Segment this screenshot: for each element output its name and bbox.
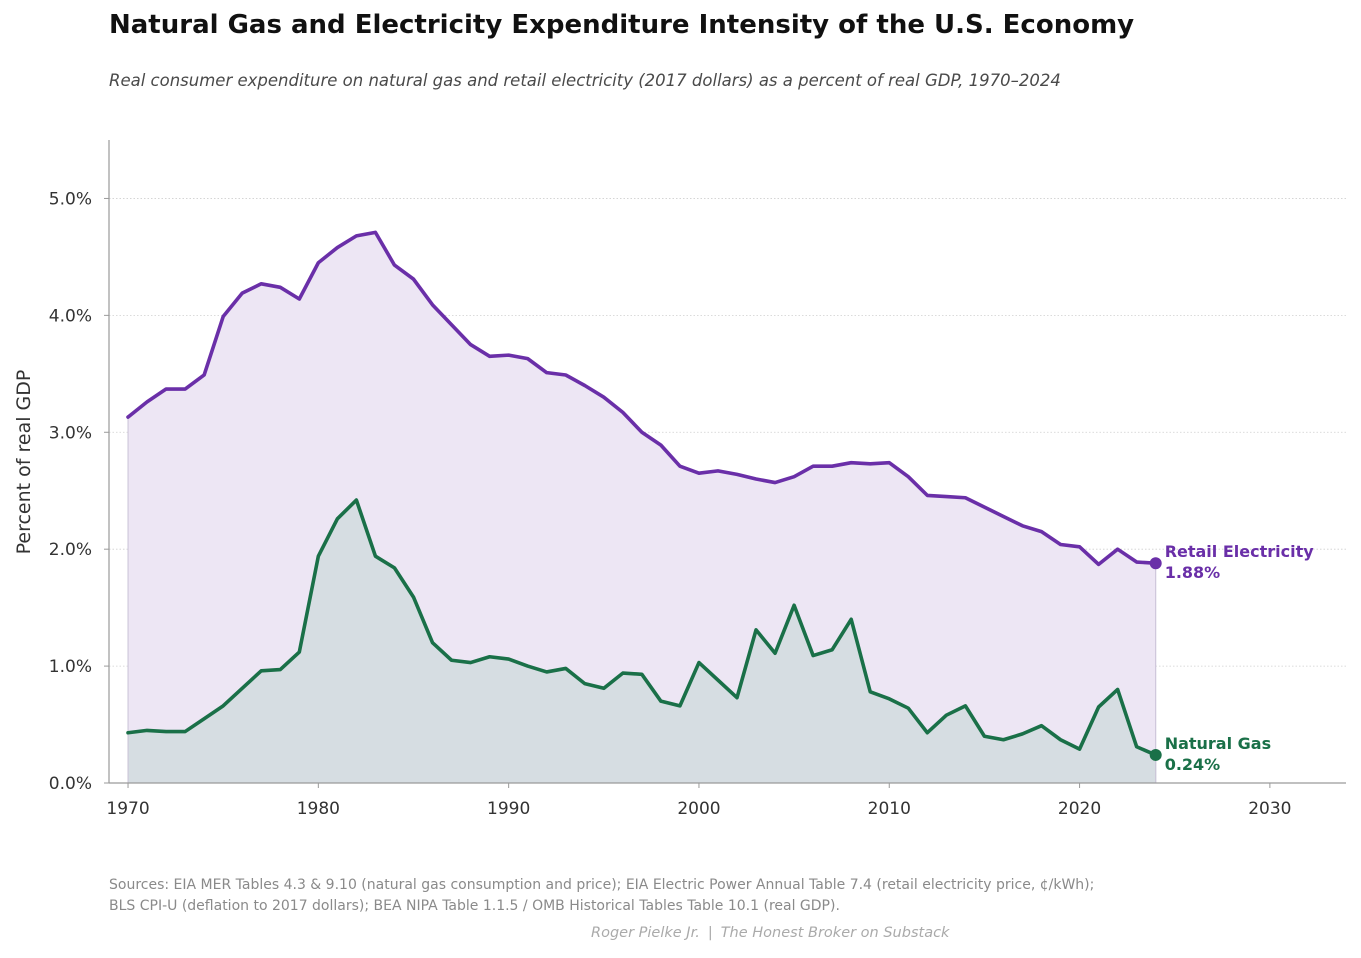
x-tick-label-6: 2030 <box>1248 799 1291 819</box>
sources-line-2: BLS CPI-U (deflation to 2017 dollars); B… <box>109 898 840 914</box>
x-tick-label-3: 2000 <box>677 799 720 819</box>
series-fills <box>127 231 1157 784</box>
x-tick-label-1: 1980 <box>297 799 340 819</box>
end-label-value-0: 1.88% <box>1165 563 1221 582</box>
x-tick-label-5: 2020 <box>1058 799 1101 819</box>
y-tick-label-1: 1.0% <box>49 657 92 677</box>
y-tick-label-2: 2.0% <box>49 540 92 560</box>
y-tick-label-5: 5.0% <box>49 189 92 209</box>
end-label-name-1: Natural Gas <box>1165 734 1271 753</box>
chart-subtitle: Real consumer expenditure on natural gas… <box>109 71 1061 90</box>
credit-outlet: The Honest Broker on Substack <box>720 925 950 941</box>
y-tick-label-0: 0.0% <box>49 774 92 794</box>
chart-title: Natural Gas and Electricity Expenditure … <box>109 10 1135 40</box>
sources-line-1: Sources: EIA MER Tables 4.3 & 9.10 (natu… <box>109 877 1095 893</box>
series-line-0 <box>126 230 1158 567</box>
end-marker-1 <box>1149 748 1162 761</box>
end-marker-0 <box>1149 557 1162 570</box>
x-tick-label-2: 1990 <box>487 799 530 819</box>
x-tick-label-0: 1970 <box>106 799 149 819</box>
credit-separator: | <box>707 925 713 941</box>
series-line-1 <box>126 498 1158 757</box>
end-labels: Retail Electricity 1.88% Natural Gas 0.24% <box>1149 542 1315 774</box>
credit-author: Roger Pielke Jr. <box>591 925 700 941</box>
y-tick-label-4: 4.0% <box>49 306 92 326</box>
x-tick-label-4: 2010 <box>868 799 911 819</box>
axes: 0.0% 1.0% 2.0% 3.0% 4.0% 5.0% 1970 1980 1990 2000… <box>49 140 1346 819</box>
end-label-value-1: 0.24% <box>1165 755 1221 774</box>
y-tick-label-3: 3.0% <box>49 423 92 443</box>
series-lines <box>126 230 1158 757</box>
credit-line: Roger Pielke Jr. | The Honest Broker on Su… <box>591 925 949 941</box>
end-label-name-0: Retail Electricity <box>1165 542 1315 561</box>
